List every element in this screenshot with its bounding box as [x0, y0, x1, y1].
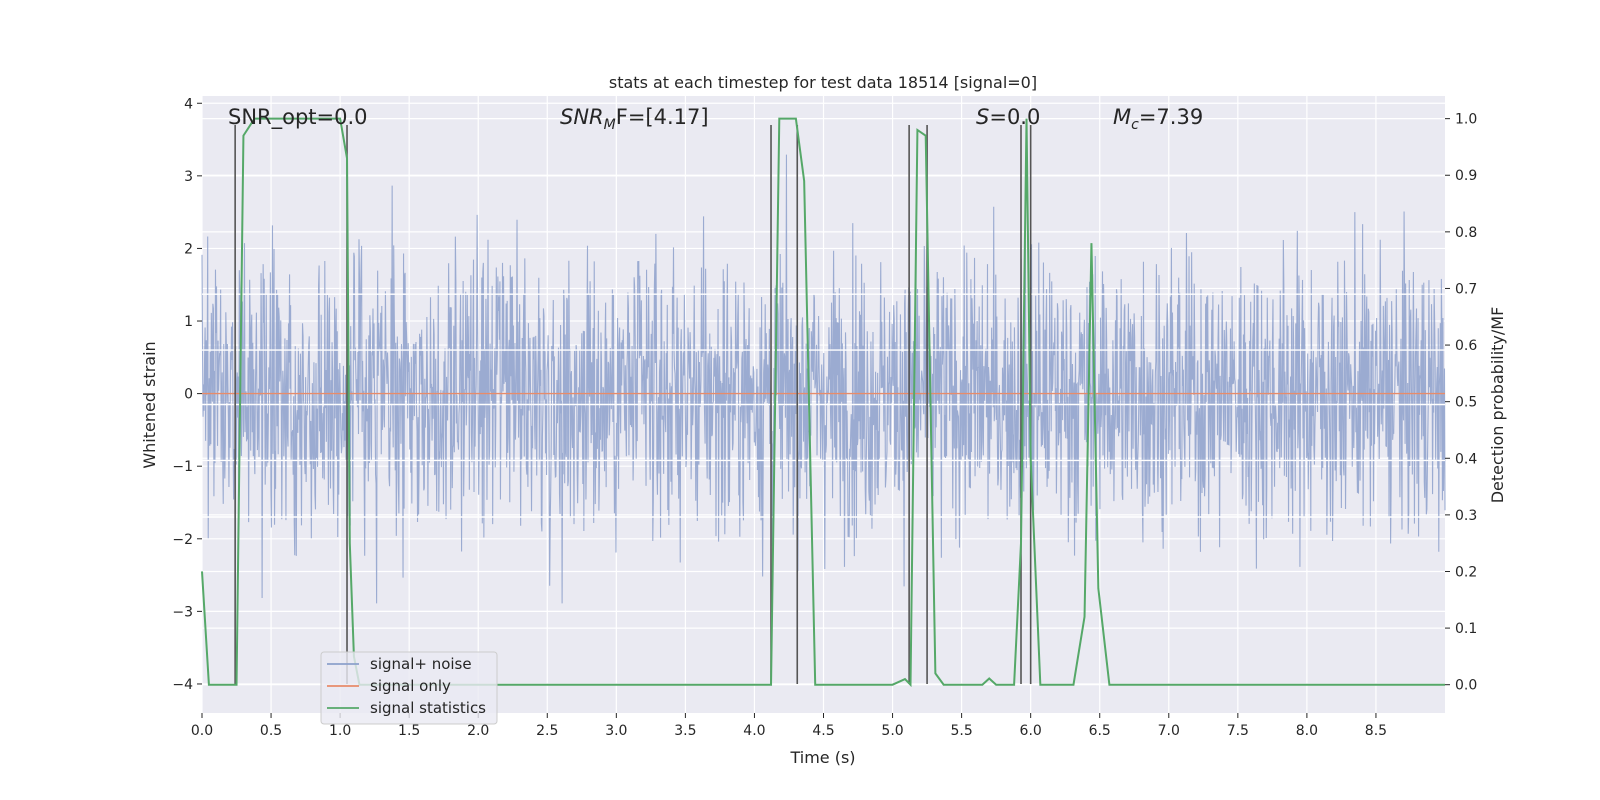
snr-mf-subscript: M	[604, 117, 616, 133]
x-tick-label: 3.0	[605, 723, 627, 739]
y-tick-label: −2	[172, 532, 193, 548]
x-axis-label: Time (s)	[789, 748, 855, 767]
noise-trace	[201, 154, 1446, 604]
legend-label-noise: signal+ noise	[370, 655, 472, 673]
s-value: =0.0	[989, 105, 1040, 129]
legend-label-stats: signal statistics	[370, 699, 486, 717]
y-tick-label: 2	[184, 241, 193, 257]
x-tick-label: 6.0	[1020, 723, 1042, 739]
y-tick-label: −4	[172, 677, 193, 693]
snr-mf-value: F=[4.17]	[616, 105, 709, 129]
legend: signal+ noise signal only signal statist…	[320, 651, 498, 725]
x-tick-label: 5.0	[881, 723, 903, 739]
y-tick-label: 0	[184, 387, 193, 403]
horizontal-lines	[202, 293, 1445, 518]
x-tick-label: 4.5	[812, 723, 834, 739]
signal-statistics-line	[201, 117, 1445, 688]
y2-tick-label: 0.4	[1455, 451, 1477, 467]
x-tick-label: 2.5	[536, 723, 558, 739]
y2-tick-label: 0.1	[1455, 621, 1477, 637]
y-axis-ticks: −4 −3 −2 −1 0 1 2 3 4	[172, 96, 202, 693]
y-tick-label: 4	[184, 96, 193, 112]
mc-annotation: Mc=7.39	[1113, 105, 1203, 133]
snr-mf-annotation: SNRMF=[4.17]	[560, 105, 709, 133]
mc-symbol: M	[1113, 105, 1131, 129]
y2-axis-label: Detection probability/MF	[1488, 307, 1507, 504]
y2-axis-ticks: 0.0 0.1 0.2 0.3 0.4 0.5 0.6 0.7 0.8 0.9 1.0	[1445, 112, 1477, 694]
x-tick-label: 2.0	[467, 723, 489, 739]
snr-mf-symbol: SNR	[560, 105, 604, 129]
x-axis-ticks: 0.0 0.5 1.0 1.5 2.0 2.5 3.0 3.5 4.0 4.5 5.0 5.5 6.0 6…	[191, 713, 1387, 739]
y2-tick-label: 0.0	[1455, 678, 1477, 694]
mc-subscript: c	[1131, 117, 1139, 133]
y-tick-label: 3	[184, 169, 193, 185]
y-axis-label: Whitened strain	[140, 341, 159, 468]
x-tick-label: 8.5	[1365, 723, 1387, 739]
x-tick-label: 1.0	[329, 723, 351, 739]
y2-tick-label: 1.0	[1455, 112, 1477, 128]
legend-label-signal: signal only	[370, 677, 451, 695]
x-tick-label: 1.5	[398, 723, 420, 739]
y-tick-label: −3	[172, 604, 193, 620]
x-tick-label: 6.5	[1089, 723, 1111, 739]
x-tick-label: 8.0	[1296, 723, 1318, 739]
y-tick-label: 1	[184, 314, 193, 330]
x-tick-label: 0.5	[260, 723, 282, 739]
x-tick-label: 5.5	[950, 723, 972, 739]
y2-tick-label: 0.3	[1455, 508, 1477, 524]
legend-box	[320, 651, 498, 725]
x-tick-label: 3.5	[674, 723, 696, 739]
y2-tick-label: 0.6	[1455, 338, 1477, 354]
s-annotation: S=0.0	[976, 105, 1040, 129]
y-tick-label: −1	[172, 459, 193, 475]
y2-tick-label: 0.5	[1455, 395, 1477, 411]
x-tick-label: 7.0	[1158, 723, 1180, 739]
noise-line	[201, 154, 1446, 604]
signal-statistics-trace	[201, 117, 1445, 688]
x-tick-label: 4.0	[743, 723, 765, 739]
y2-tick-label: 0.9	[1455, 168, 1477, 184]
chart-title: stats at each timestep for test data 185…	[609, 73, 1037, 92]
x-tick-label: 7.5	[1227, 723, 1249, 739]
s-symbol: S	[976, 105, 989, 129]
x-tick-label: 0.0	[191, 723, 213, 739]
annotations: SNR_opt=0.0 SNRMF=[4.17] S=0.0 Mc=7.39	[228, 105, 1203, 133]
snr-opt-annotation: SNR_opt=0.0	[228, 105, 368, 130]
mc-value: =7.39	[1139, 105, 1203, 129]
y2-tick-label: 0.2	[1455, 564, 1477, 580]
y2-tick-label: 0.8	[1455, 225, 1477, 241]
y2-tick-label: 0.7	[1455, 281, 1477, 297]
